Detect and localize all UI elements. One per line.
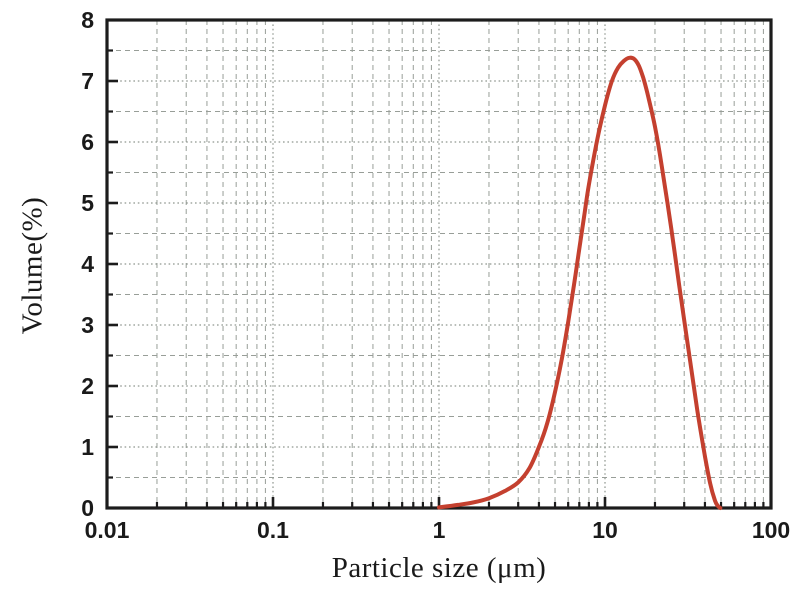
grid-lines <box>107 20 771 508</box>
x-tick-label: 0.1 <box>257 517 289 543</box>
y-tick-label: 7 <box>81 68 94 94</box>
y-tick-label: 1 <box>81 434 94 460</box>
y-tick-label: 0 <box>81 495 94 521</box>
y-axis-title: Volume(%) <box>16 196 49 335</box>
y-tick-label: 4 <box>81 251 94 277</box>
y-tick-labels: 0 1 2 3 4 5 6 7 8 <box>81 7 94 521</box>
volume-distribution-line <box>437 55 723 510</box>
volume-curve <box>437 55 723 510</box>
y-tick-label: 5 <box>81 190 94 216</box>
x-tick-label: 1 <box>433 517 446 543</box>
y-tick-label: 6 <box>81 129 94 155</box>
x-tick-labels: 0.01 0.1 1 10 100 <box>85 517 791 543</box>
y-tick-label: 3 <box>81 312 94 338</box>
x-tick-label: 10 <box>592 517 618 543</box>
x-tick-label: 100 <box>752 517 790 543</box>
x-axis-title: Particle size (μm) <box>331 552 547 584</box>
y-tick-label: 2 <box>81 373 94 399</box>
axis-ticks <box>105 18 773 510</box>
y-tick-label: 8 <box>81 7 94 33</box>
x-tick-label: 0.01 <box>85 517 130 543</box>
